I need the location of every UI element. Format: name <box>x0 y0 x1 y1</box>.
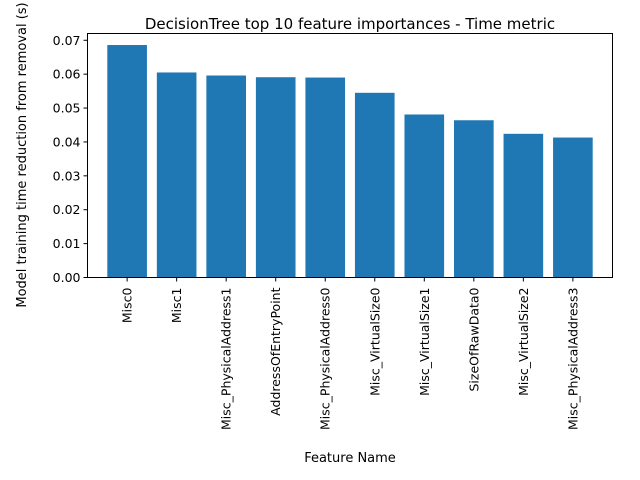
x-axis-ticks: Misc0 Misc1 Misc_PhysicalAddress1 AddressOf… <box>120 277 580 430</box>
x-tick-label: Misc0 <box>120 287 135 323</box>
x-tick-label: Misc_VirtualSize0 <box>367 287 382 395</box>
bar-Misc0 <box>107 45 147 278</box>
y-axis-label: Model training time reduction from remov… <box>15 2 30 307</box>
y-tick-label: 0.00 <box>53 270 81 285</box>
bar-AddressOfEntryPoint <box>255 77 296 278</box>
plot-frame <box>87 33 613 278</box>
x-tick-label: Misc_PhysicalAddress0 <box>318 287 333 430</box>
x-axis-label: Feature Name <box>304 451 396 466</box>
bar-Misc_VirtualSize2 <box>503 133 544 278</box>
y-axis-ticks: 0.00 0.01 0.02 0.03 0.04 0.05 0.06 0.07 <box>53 33 88 285</box>
bars-group <box>107 45 593 278</box>
x-tick-label: Misc1 <box>169 288 184 324</box>
x-tick-label: Misc_VirtualSize1 <box>417 288 432 396</box>
y-tick-label: 0.04 <box>53 134 81 149</box>
y-tick-label: 0.03 <box>53 168 81 183</box>
bar-Misc_PhysicalAddress0 <box>305 77 346 278</box>
chart-title: DecisionTree top 10 feature importances … <box>145 15 555 33</box>
x-tick-label: Misc_VirtualSize2 <box>516 288 531 396</box>
y-tick-label: 0.06 <box>53 67 81 82</box>
y-tick-label: 0.02 <box>53 202 81 217</box>
bar-Misc_VirtualSize0 <box>354 92 395 278</box>
bar-Misc1 <box>156 72 197 278</box>
bar-Misc_PhysicalAddress1 <box>206 75 246 278</box>
y-tick-label: 0.05 <box>53 101 81 116</box>
x-tick-label: Misc_PhysicalAddress3 <box>565 288 580 430</box>
y-tick-label: 0.01 <box>53 236 81 251</box>
bar-Misc_PhysicalAddress3 <box>553 137 593 278</box>
y-tick-label: 0.07 <box>53 33 81 48</box>
x-tick-label: SizeOfRawData0 <box>466 287 481 391</box>
bar-SizeOfRawData0 <box>454 120 494 278</box>
x-tick-label: AddressOfEntryPoint <box>268 287 283 415</box>
bar-Misc_VirtualSize1 <box>404 114 445 278</box>
x-tick-label: Misc_PhysicalAddress1 <box>219 288 234 430</box>
